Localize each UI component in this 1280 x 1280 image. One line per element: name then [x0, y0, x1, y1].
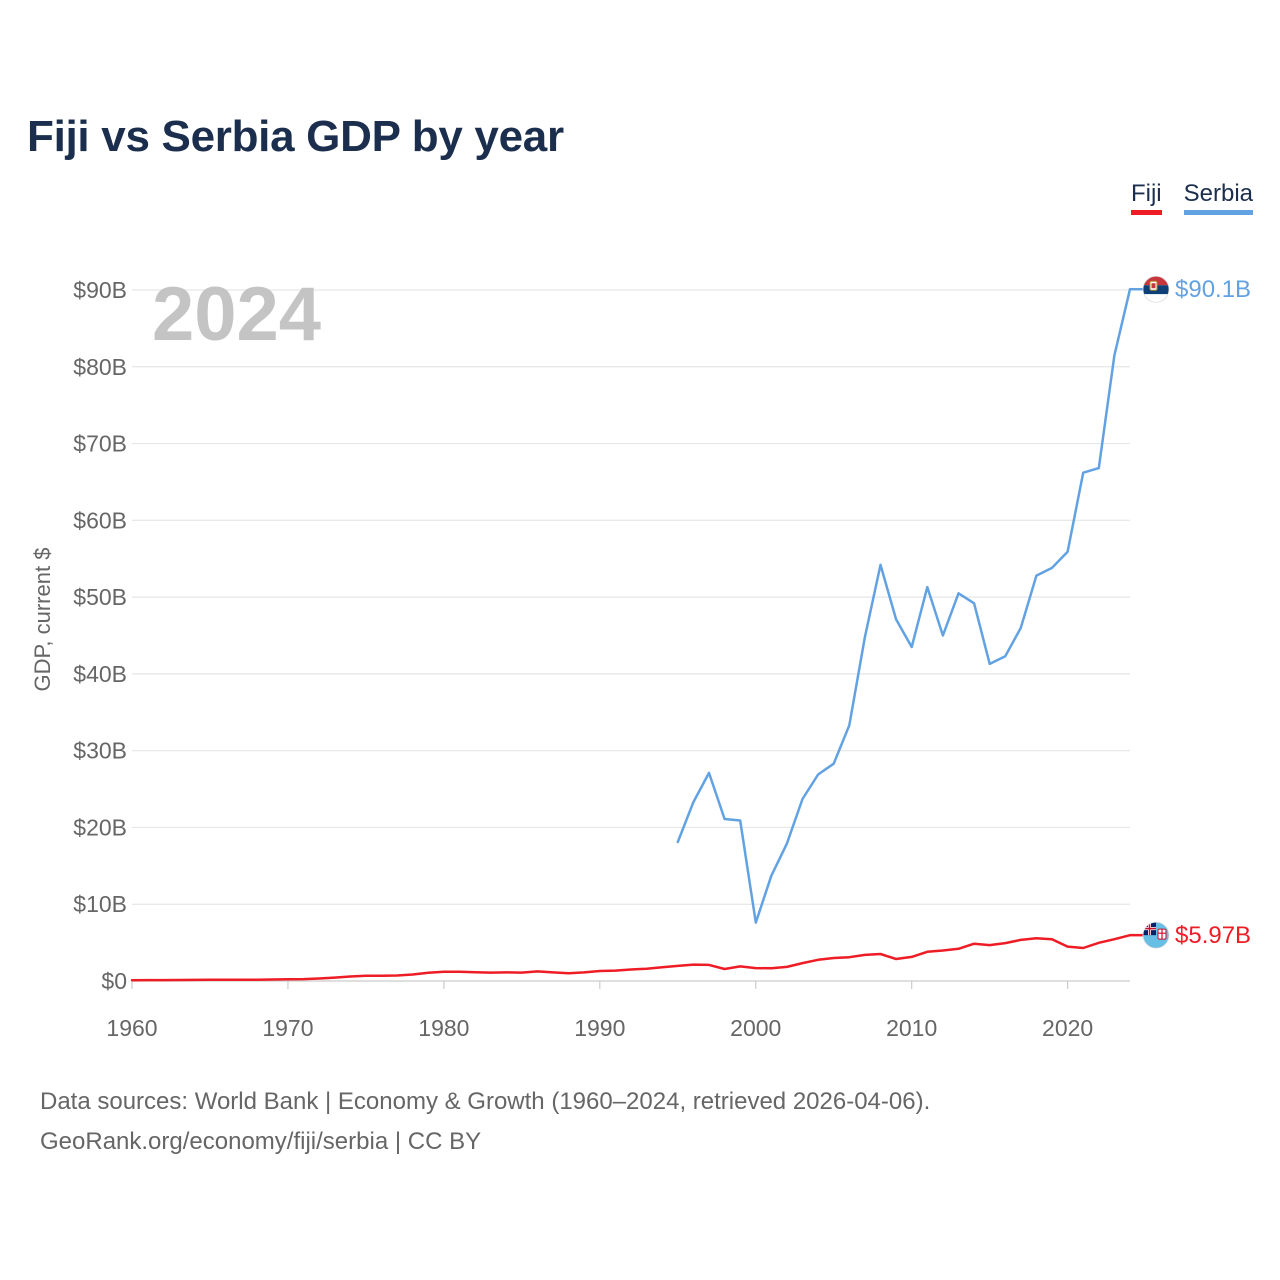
- y-tick-label: $90B: [73, 277, 127, 303]
- legend-swatch-serbia: [1183, 210, 1253, 215]
- x-tick-label: 1970: [262, 1015, 313, 1041]
- source-line-2[interactable]: GeoRank.org/economy/fiji/serbia | CC BY: [40, 1128, 482, 1155]
- legend-item-serbia[interactable]: Serbia: [1183, 180, 1253, 215]
- flag-fiji-icon: [1142, 921, 1170, 949]
- legend-label-serbia: Serbia: [1183, 180, 1253, 207]
- y-tick-label: $10B: [73, 891, 127, 917]
- series-line-fiji: [130, 933, 1132, 982]
- end-markers: $5.97B $90.1B: [1130, 275, 1251, 949]
- x-tick-label: 1980: [418, 1015, 469, 1041]
- x-tick-label: 2010: [886, 1015, 937, 1041]
- y-axis: $0 $10B $20B $30B $40B $50B $60B $70B $80B $90B: [73, 277, 127, 994]
- end-value-label-serbia: $90.1B: [1175, 276, 1251, 303]
- source-note: Data sources: World Bank | Economy & Gro…: [40, 1082, 930, 1162]
- y-tick-label: $30B: [73, 738, 127, 764]
- legend-label-fiji: Fiji: [1130, 180, 1162, 207]
- line-chart: 2024 $0$10B$20B$30B$40B$50B$60B$70B$80B$…: [30, 272, 1251, 1041]
- y-tick-label: $80B: [73, 354, 127, 380]
- x-tick-label: 1960: [106, 1015, 157, 1041]
- x-tick-label: 1990: [574, 1015, 625, 1041]
- series-line-serbia: [676, 287, 1132, 924]
- flag-serbia-icon: [1142, 275, 1170, 303]
- legend: Fiji Serbia: [1130, 180, 1253, 215]
- year-watermark: 2024: [152, 272, 321, 357]
- chart-title: Fiji vs Serbia GDP by year: [27, 112, 564, 161]
- series-lines: [130, 287, 1132, 982]
- y-tick-label: $0: [101, 968, 127, 994]
- y-tick-label: $70B: [73, 431, 127, 457]
- y-tick-label: $50B: [73, 584, 127, 610]
- x-tick-label: 2000: [730, 1015, 781, 1041]
- legend-item-fiji[interactable]: Fiji: [1130, 180, 1162, 215]
- y-axis-label: GDP, current $: [30, 548, 55, 692]
- x-tick-label: 2020: [1042, 1015, 1093, 1041]
- y-tick-label: $20B: [73, 814, 127, 840]
- y-tick-label: $60B: [73, 507, 127, 533]
- grid-lines: [132, 289, 1130, 982]
- y-tick-label: $40B: [73, 661, 127, 687]
- source-line-1: Data sources: World Bank | Economy & Gro…: [40, 1088, 931, 1115]
- end-value-label-fiji: $5.97B: [1175, 922, 1251, 949]
- legend-swatch-fiji: [1130, 210, 1162, 215]
- x-axis: 1960 1970 1980 1990 2000 2010 2020: [106, 981, 1093, 1041]
